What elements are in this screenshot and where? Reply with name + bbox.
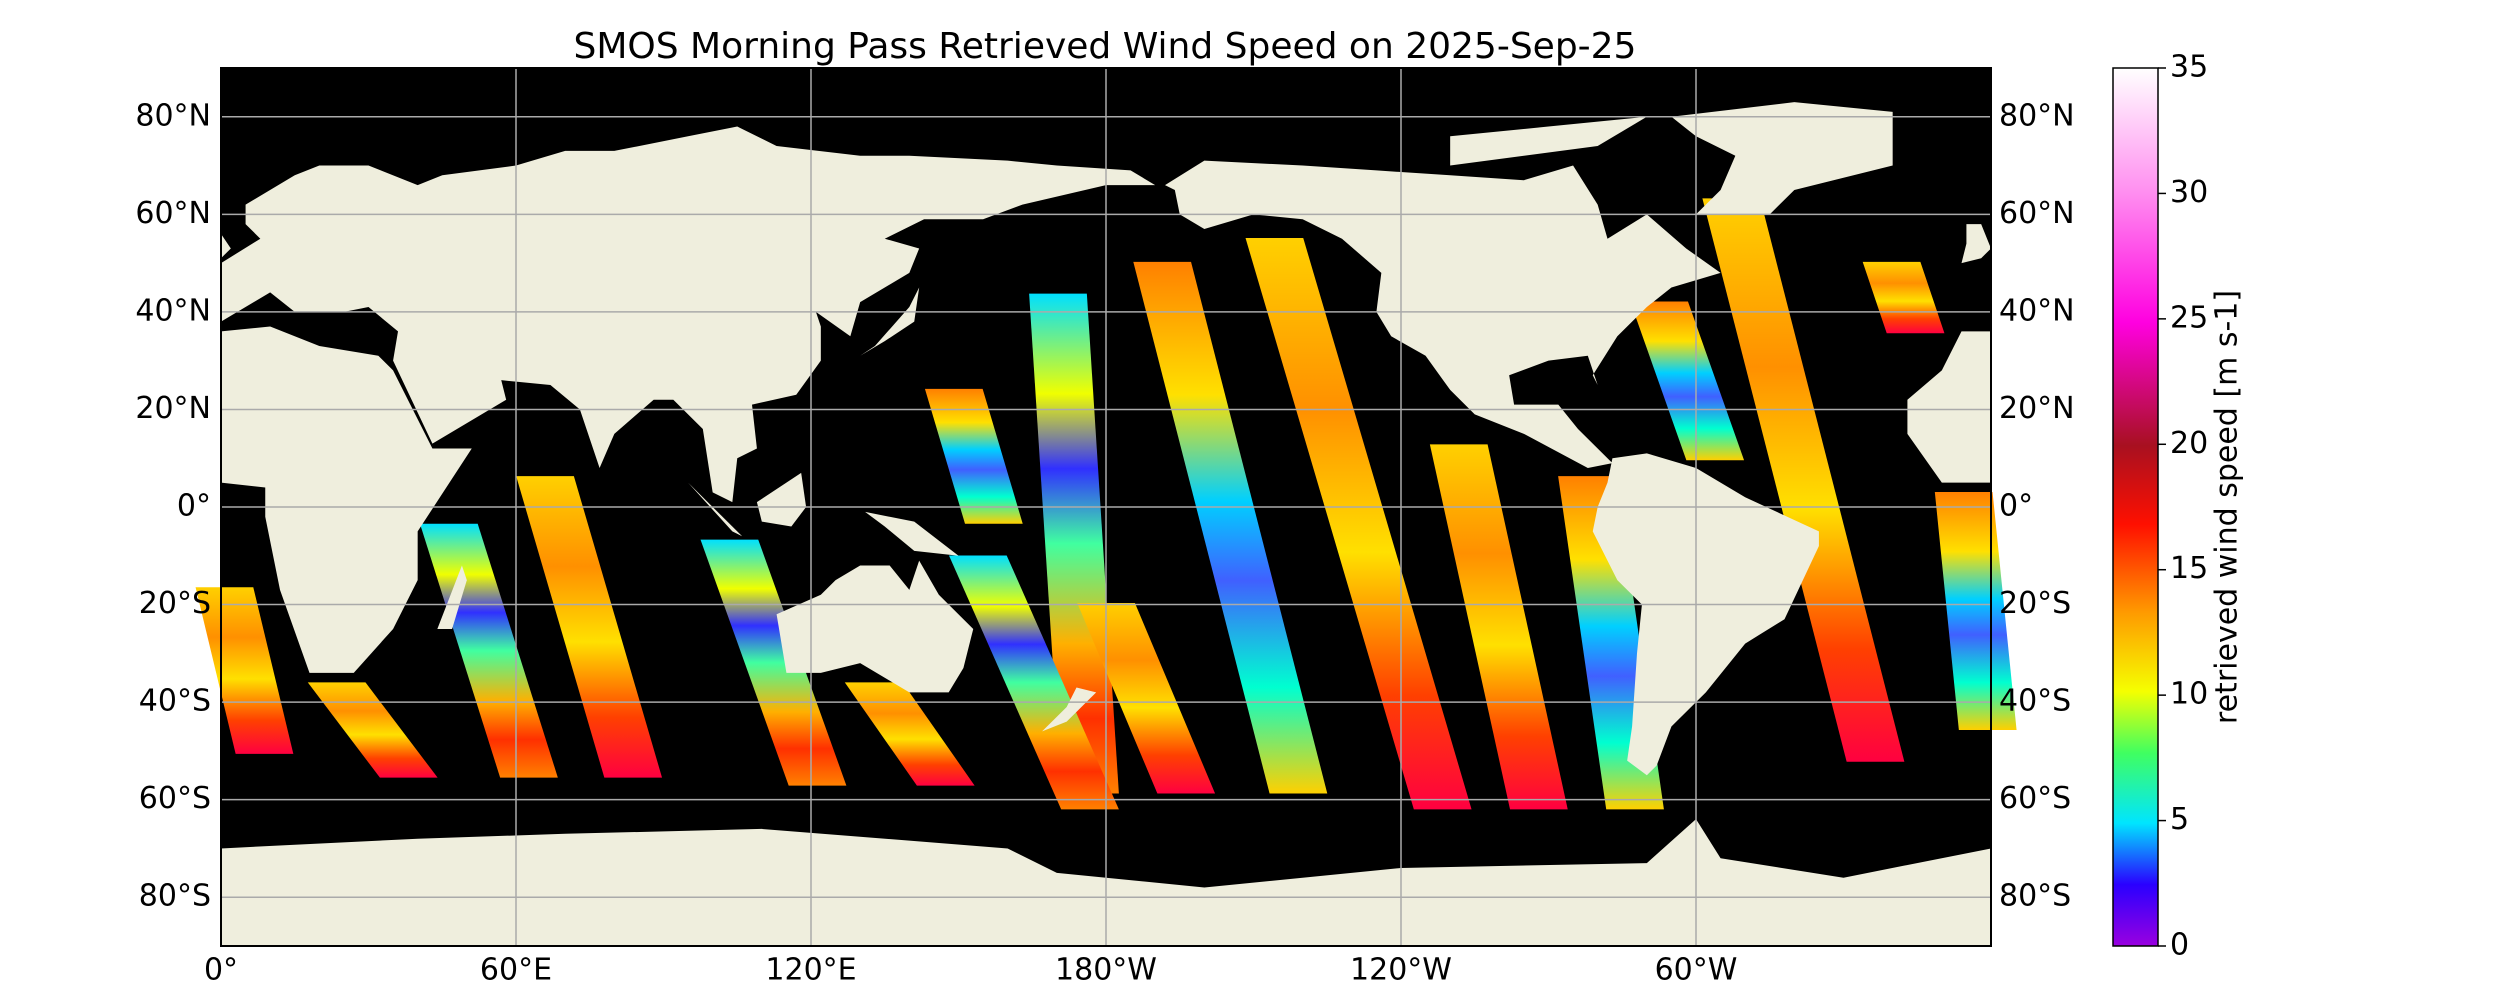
y-tick-label: 0° xyxy=(1999,489,2033,524)
map-frame xyxy=(220,67,1992,947)
y-tick-label: 20°N xyxy=(135,391,211,426)
swaths xyxy=(195,198,2017,810)
landmass xyxy=(1450,116,1647,166)
landmass xyxy=(1907,331,1991,483)
y-tick-label: 60°S xyxy=(1999,781,2071,816)
y-tick-label: 40°N xyxy=(135,293,211,328)
colorbar-tick-label: 5 xyxy=(2170,802,2189,837)
colorbar-tick-label: 10 xyxy=(2170,677,2208,712)
landmass xyxy=(221,233,231,259)
swath xyxy=(1630,301,1745,461)
landmass xyxy=(221,326,472,673)
colorbar-label: retrieved wind speed [m s-1] xyxy=(2210,290,2245,724)
y-tick-label: 20°S xyxy=(139,586,211,621)
landmass xyxy=(1671,102,1893,215)
y-tick-label: 0° xyxy=(177,489,211,524)
swath xyxy=(1862,261,1945,334)
swath xyxy=(1934,491,2017,731)
landmass xyxy=(1042,687,1097,732)
colorbar-tick-label: 30 xyxy=(2170,175,2208,210)
swath xyxy=(1077,603,1216,794)
landmass xyxy=(437,565,467,629)
x-tick-label: 180°W xyxy=(1055,953,1157,988)
graticule xyxy=(220,68,1991,946)
y-tick-label: 40°N xyxy=(1999,293,2075,328)
x-tick-label: 120°W xyxy=(1350,953,1452,988)
landmass xyxy=(1961,224,1991,264)
y-tick-label: 80°S xyxy=(1999,879,2071,914)
y-tick-label: 20°N xyxy=(1999,391,2075,426)
y-tick-label: 80°N xyxy=(1999,98,2075,133)
swath xyxy=(1245,238,1472,810)
x-tick-label: 0° xyxy=(204,953,238,988)
y-tick-label: 60°N xyxy=(1999,196,2075,231)
landmass xyxy=(756,472,807,527)
y-tick-label: 60°N xyxy=(135,196,211,231)
swath xyxy=(307,682,438,778)
swath xyxy=(948,555,1119,810)
y-tick-label: 20°S xyxy=(1999,586,2071,621)
colorbar-tick-label: 25 xyxy=(2170,300,2208,335)
x-tick-label: 60°W xyxy=(1655,953,1738,988)
landmass xyxy=(860,287,920,356)
title: SMOS Morning Pass Retrieved Wind Speed o… xyxy=(574,26,1637,67)
colorbar-tick-label: 15 xyxy=(2170,551,2208,586)
swath xyxy=(1702,198,1905,762)
landmass xyxy=(865,511,959,556)
y-tick-label: 60°S xyxy=(139,781,211,816)
y-tick-label: 40°S xyxy=(139,684,211,719)
swath xyxy=(1429,444,1568,810)
colorbar-tick-label: 20 xyxy=(2170,426,2208,461)
landmass xyxy=(776,560,974,693)
landmass xyxy=(1592,453,1819,776)
colorbar xyxy=(2112,67,2159,947)
swath xyxy=(1133,261,1328,794)
x-tick-label: 60°E xyxy=(480,953,552,988)
colorbar-tick-label: 35 xyxy=(2170,50,2208,85)
swath xyxy=(924,388,1023,524)
landmass xyxy=(1165,160,1721,468)
y-tick-label: 80°N xyxy=(135,98,211,133)
colorbar-tick-label: 0 xyxy=(2170,928,2189,963)
x-tick-label: 120°E xyxy=(765,953,856,988)
y-tick-label: 80°S xyxy=(139,879,211,914)
swath xyxy=(1029,293,1119,794)
y-tick-label: 40°S xyxy=(1999,684,2071,719)
swath xyxy=(700,539,847,786)
swath xyxy=(844,682,975,786)
landmass xyxy=(688,482,743,537)
landmass xyxy=(221,126,1156,503)
